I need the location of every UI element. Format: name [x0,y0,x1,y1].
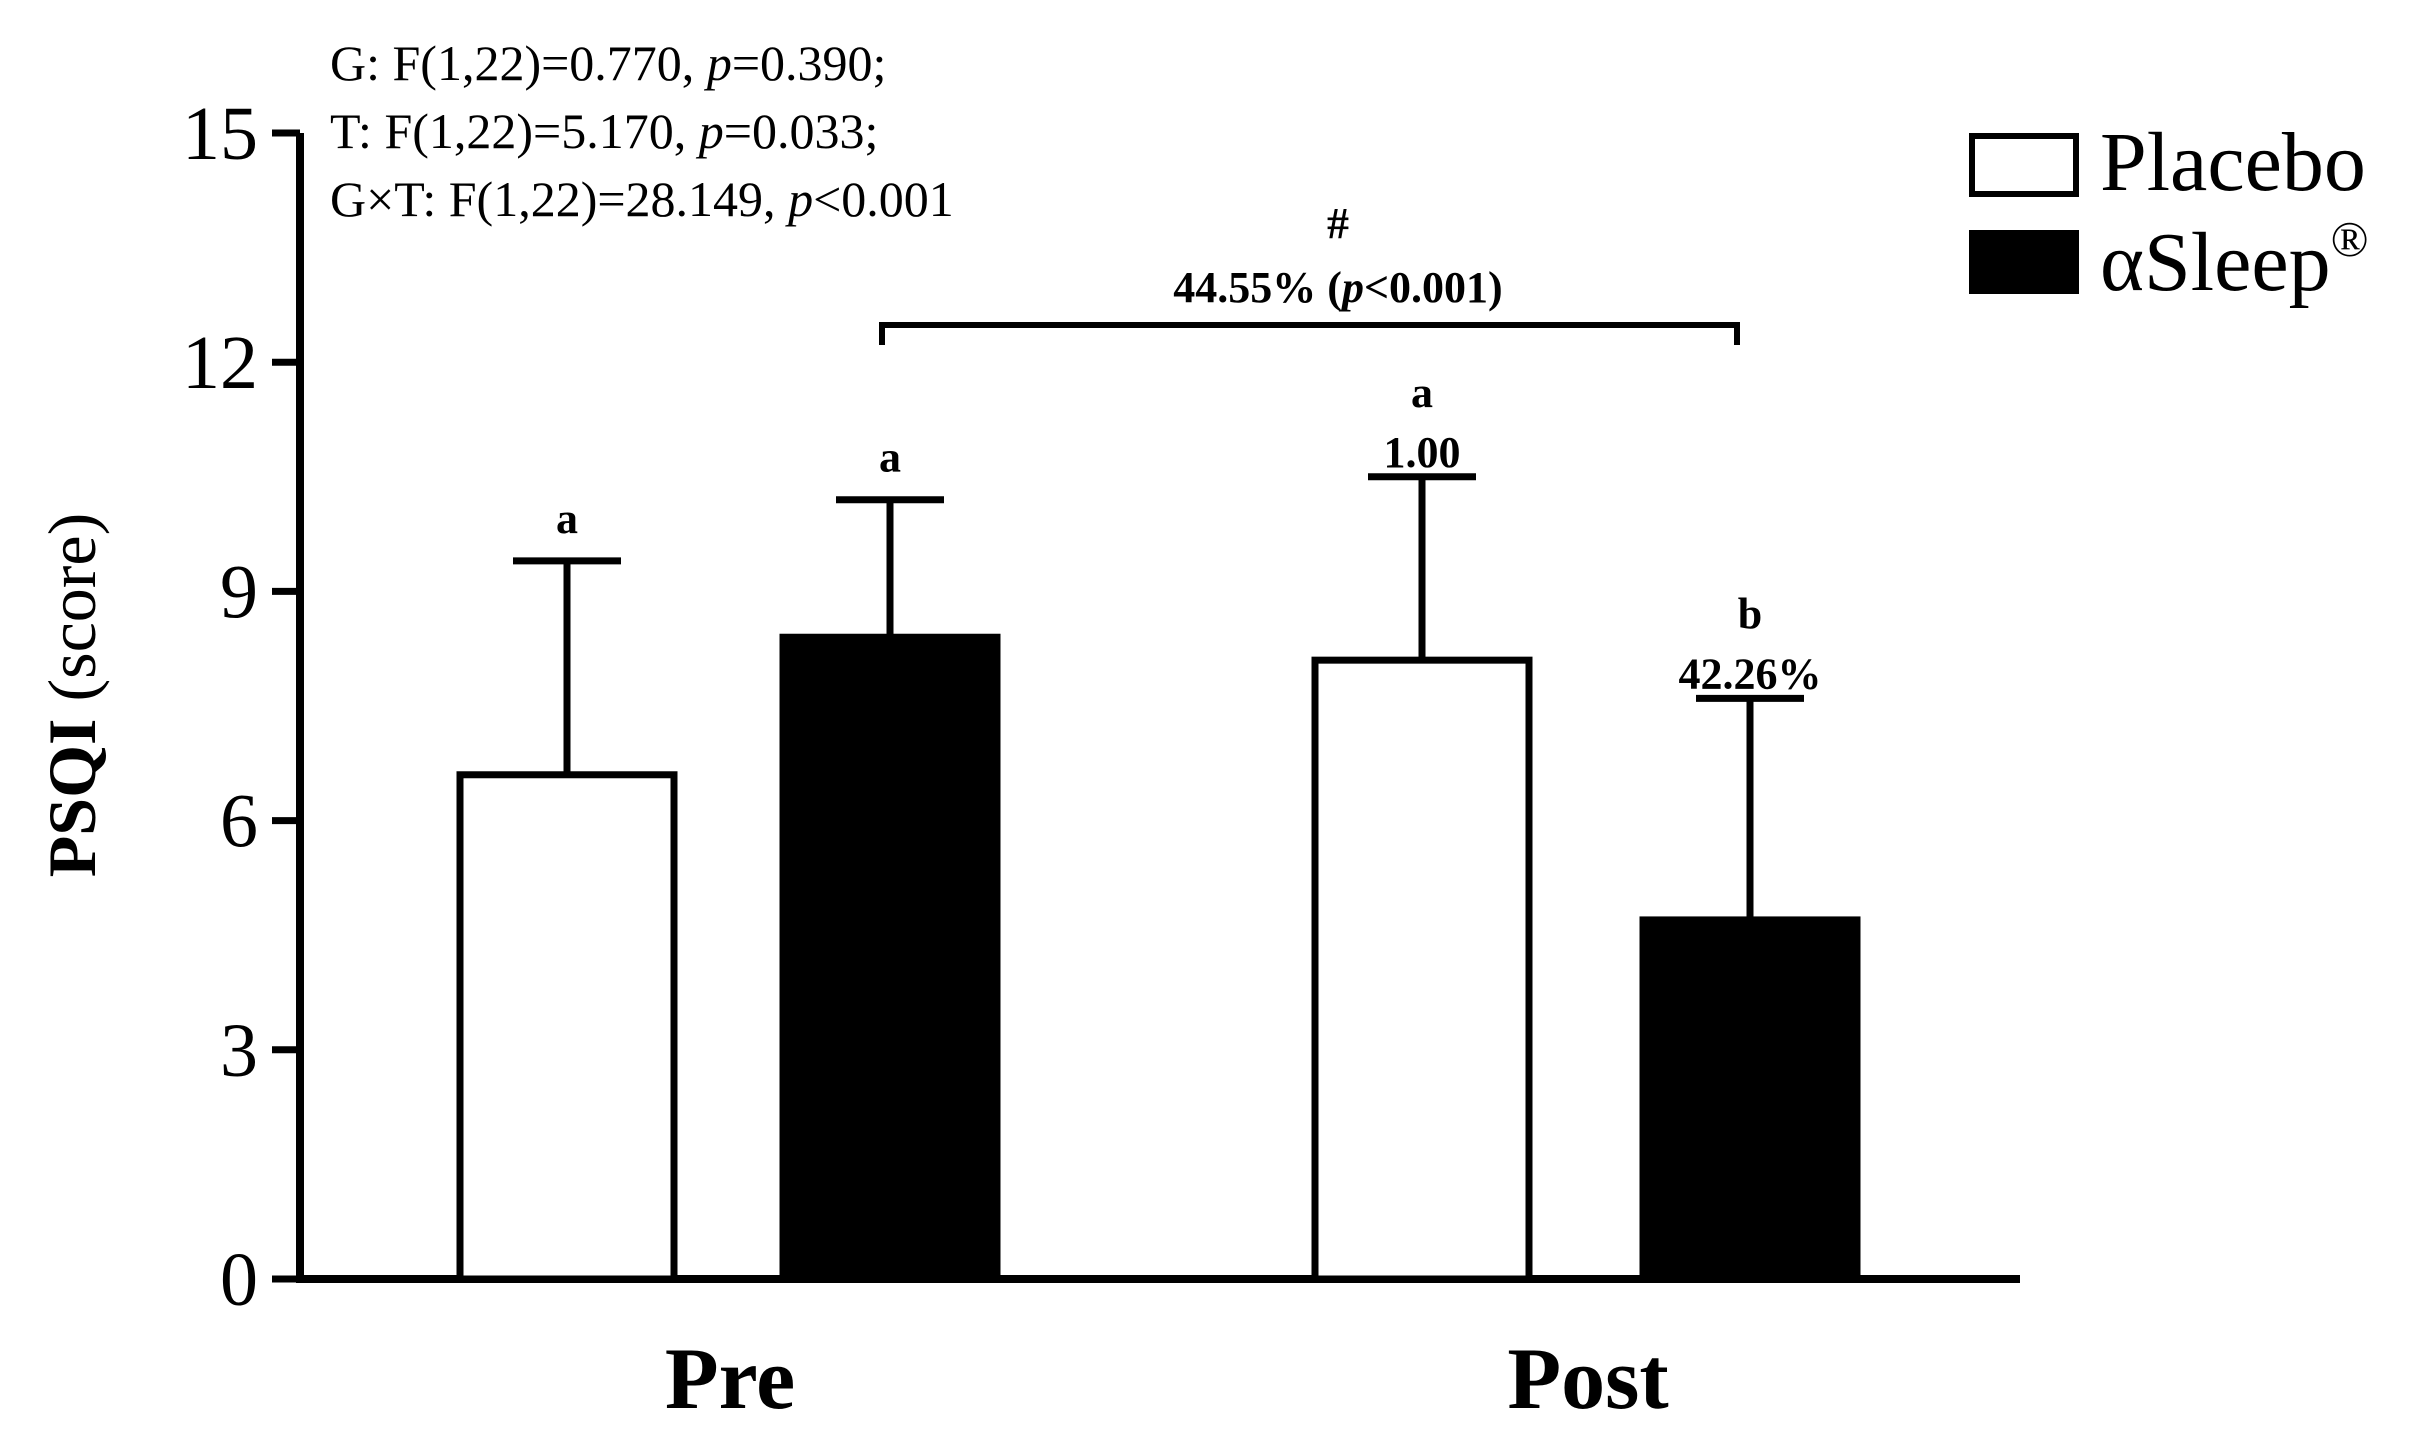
bar-sleep-post [1639,916,1861,1283]
y-tick-label: 3 [220,1009,258,1093]
bracket-line [879,322,1740,345]
bracket-symbol: # [1327,199,1349,248]
bars: a 1.00 a a 42.26% b [456,368,1861,1283]
bar-sig-label: a [1411,368,1433,417]
legend: Placebo αSleep® [1969,116,2369,309]
y-tick-label: 9 [220,550,258,634]
category-labels: Pre Post [665,1331,1669,1428]
legend-label-asleep: αSleep® [2100,211,2369,309]
bar-placebo-pre [456,771,678,1283]
x-category-label: Pre [665,1331,795,1428]
comparison-bracket: # 44.55% (p<0.001) [879,199,1740,345]
stat-line-g: G: F(1,22)=0.770, p=0.390; [330,35,886,91]
y-axis-label: PSQI (score) [34,513,110,877]
bar-sleep-pre [779,633,1001,1283]
x-category-label: Post [1507,1331,1668,1428]
bar-placebo-post [1311,656,1533,1283]
bar-sig-label: a [556,494,578,543]
y-tick-label: 15 [182,92,258,176]
stats-annotation: G: F(1,22)=0.770, p=0.390; T: F(1,22)=5.… [330,35,954,227]
y-tick-label: 0 [220,1238,258,1322]
y-ticks: 0 3 6 9 12 15 [182,92,300,1322]
y-tick-label: 6 [220,780,258,864]
bar-sig-label: b [1738,589,1762,638]
y-tick-label: 12 [182,321,258,405]
legend-swatch-placebo [1969,133,2079,197]
bar-sublabel: 42.26% [1679,649,1822,698]
bar-sublabel: 1.00 [1384,428,1461,477]
stat-line-t: T: F(1,22)=5.170, p=0.033; [330,103,878,159]
legend-label-placebo: Placebo [2100,116,2366,209]
bar-sig-label: a [879,433,901,482]
stat-line-gxt: G×T: F(1,22)=28.149, p<0.001 [330,171,954,227]
bracket-label: 44.55% (p<0.001) [1173,263,1502,312]
legend-swatch-asleep [1969,230,2079,294]
